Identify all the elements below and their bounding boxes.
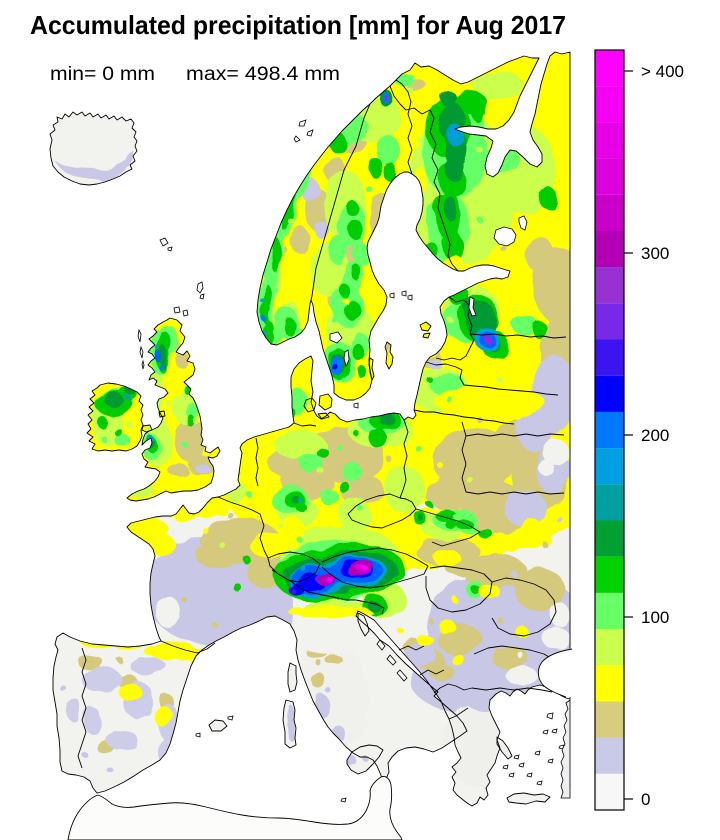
svg-text:max= 498.4 mm: max= 498.4 mm [186, 64, 340, 85]
svg-text:100: 100 [641, 608, 669, 627]
svg-text:min= 0 mm: min= 0 mm [50, 64, 155, 85]
svg-text:Accumulated precipitation [mm]: Accumulated precipitation [mm] for Aug 2… [30, 10, 566, 40]
svg-text:300: 300 [641, 244, 669, 263]
svg-text:0: 0 [641, 790, 650, 809]
svg-text:> 400: > 400 [641, 62, 684, 81]
svg-text:200: 200 [641, 426, 669, 445]
